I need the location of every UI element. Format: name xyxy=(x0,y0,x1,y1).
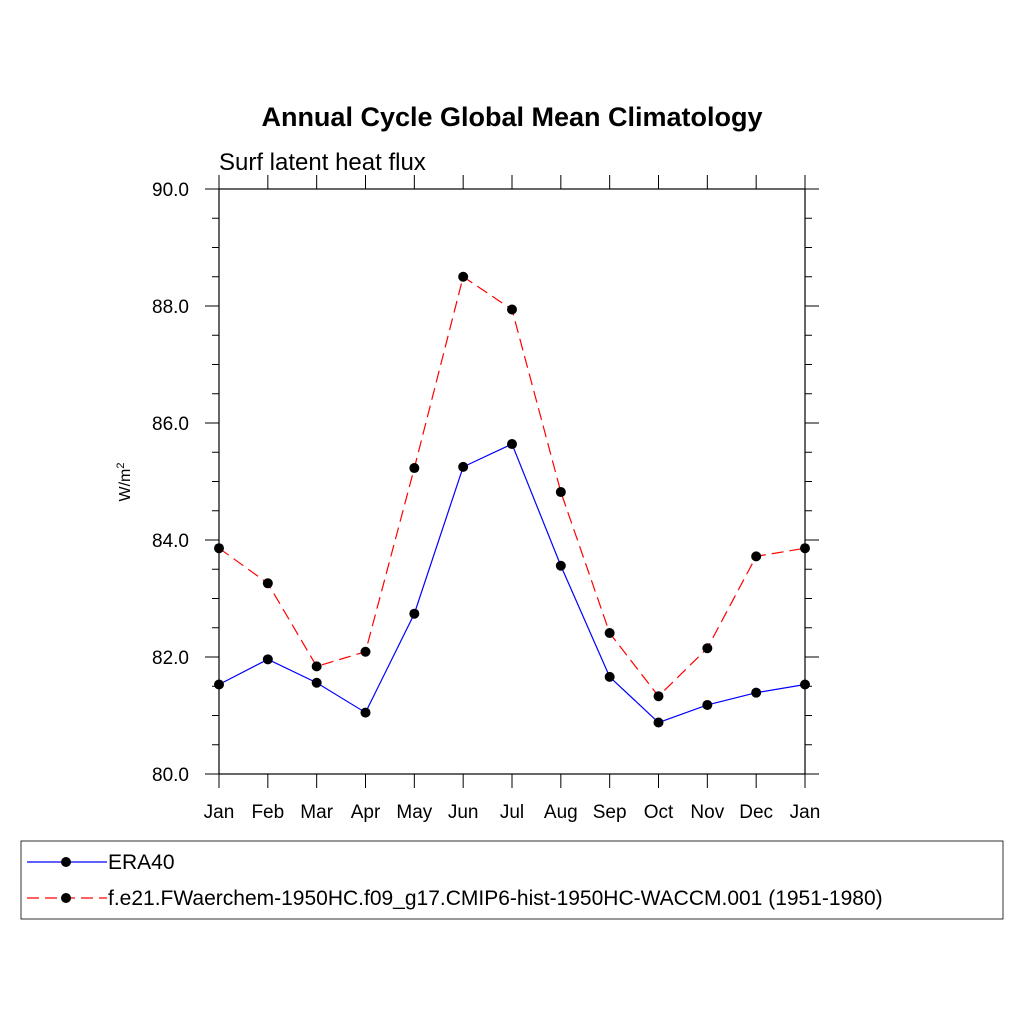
y-tick-label: 84.0 xyxy=(152,531,189,552)
legend-label: ERA40 xyxy=(108,851,175,874)
data-point xyxy=(800,679,810,690)
legend-label: f.e21.FWaerchem-1950HC.f09_g17.CMIP6-his… xyxy=(108,887,883,910)
plot-frame xyxy=(218,188,806,775)
data-point xyxy=(214,679,224,690)
x-tick-label: Feb xyxy=(251,802,284,823)
chart-title: Annual Cycle Global Mean Climatology xyxy=(261,102,762,132)
data-point xyxy=(214,543,224,554)
data-point xyxy=(458,271,469,282)
data-point xyxy=(311,661,322,672)
data-point xyxy=(262,654,273,665)
data-point xyxy=(751,551,762,562)
x-tick-label: Mar xyxy=(300,802,333,823)
data-point xyxy=(555,560,566,571)
data-point xyxy=(507,439,517,450)
legend-marker xyxy=(61,857,71,867)
y-tick-label: 86.0 xyxy=(152,414,189,435)
x-tick-label: Aug xyxy=(544,802,578,823)
data-point xyxy=(800,543,810,554)
data-point xyxy=(702,643,713,654)
data-point xyxy=(507,304,517,315)
series-layer xyxy=(214,271,810,728)
x-tick-label: May xyxy=(396,802,432,823)
data-point xyxy=(604,671,615,682)
x-tick-label: Sep xyxy=(593,802,627,823)
data-point xyxy=(653,717,664,728)
y-tick-label: 90.0 xyxy=(152,180,189,201)
data-point xyxy=(311,677,322,688)
data-point xyxy=(409,608,420,619)
y-tick-label: 80.0 xyxy=(152,765,189,786)
series-line xyxy=(218,275,806,698)
data-point xyxy=(409,463,420,474)
x-tick-label: Jun xyxy=(448,802,479,823)
y-axis-label: W/m2 xyxy=(115,463,134,502)
data-point xyxy=(604,628,615,639)
x-tick-label: Nov xyxy=(690,802,724,823)
x-tick-label: Jan xyxy=(204,802,235,823)
x-tick-label: Dec xyxy=(739,802,773,823)
series-1 xyxy=(214,271,810,702)
data-point xyxy=(262,578,273,589)
legend-box xyxy=(20,840,1004,920)
data-point xyxy=(458,461,469,472)
x-tick-label: Apr xyxy=(351,802,381,823)
legend-marker xyxy=(61,893,71,903)
x-tick-label: Jan xyxy=(790,802,821,823)
x-tick-label: Jul xyxy=(500,802,524,823)
data-point xyxy=(360,707,371,718)
chart-legend: ERA40 f.e21.FWaerchem-1950HC.f09_g17.CMIP… xyxy=(20,840,1004,920)
data-point xyxy=(751,687,762,698)
data-point xyxy=(702,699,713,710)
chart-axes: 80.0 82.0 84.0 86.0 88.0 90.0 Jan Feb Mar Apr May J… xyxy=(152,175,820,823)
data-point xyxy=(653,691,664,702)
x-tick-label: Oct xyxy=(644,802,674,823)
data-point xyxy=(360,646,371,657)
data-point xyxy=(555,487,566,498)
y-tick-label: 82.0 xyxy=(152,648,189,669)
series-line xyxy=(218,443,806,724)
y-tick-label: 88.0 xyxy=(152,297,189,318)
series-0 xyxy=(214,439,810,728)
chart-subtitle: Surf latent heat flux xyxy=(219,149,426,176)
